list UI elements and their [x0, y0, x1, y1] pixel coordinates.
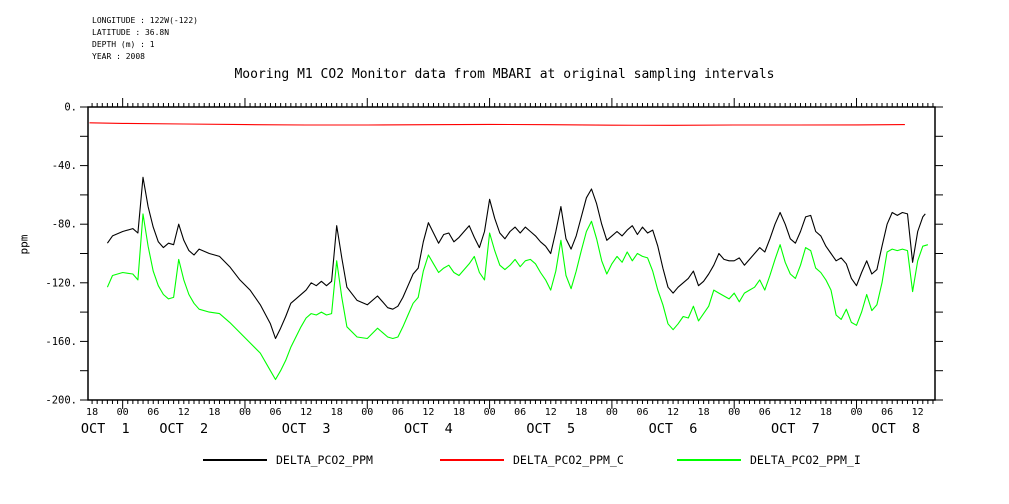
svg-text:12: 12	[667, 407, 679, 418]
svg-text:06: 06	[514, 407, 526, 418]
svg-text:OCT 1: OCT 1	[81, 421, 130, 437]
legend-item-delta-pco2-ppm-c: DELTA_PCO2_PPM_C	[440, 452, 624, 468]
plot-frame	[87, 106, 936, 401]
svg-text:06: 06	[881, 407, 893, 418]
svg-text:12: 12	[789, 407, 801, 418]
metadata-depth: DEPTH (m) : 1	[92, 40, 155, 49]
svg-text:OCT 2: OCT 2	[159, 421, 208, 437]
legend-label: DELTA_PCO2_PPM_C	[513, 453, 624, 467]
x-axis-ticks	[91, 98, 934, 409]
svg-text:12: 12	[178, 407, 190, 418]
legend-item-delta-pco2-ppm-i: DELTA_PCO2_PPM_I	[677, 452, 861, 468]
svg-text:18: 18	[820, 407, 832, 418]
legend-line-red	[440, 459, 504, 461]
svg-text:0.: 0.	[64, 102, 77, 114]
svg-text:OCT 6: OCT 6	[649, 421, 698, 437]
metadata-longitude: LONGITUDE : 122W(-122)	[92, 16, 198, 25]
svg-text:06: 06	[759, 407, 771, 418]
svg-text:06: 06	[392, 407, 404, 418]
svg-text:-120.: -120.	[45, 277, 77, 289]
legend-line-green	[677, 459, 741, 461]
svg-text:06: 06	[636, 407, 648, 418]
svg-text:OCT 3: OCT 3	[282, 421, 331, 437]
x-axis-date-labels: OCT 1 OCT 2 OCT 3 OCT 4 OCT 5 OCT 6 OCT 7 OCT 8	[81, 421, 920, 437]
x-axis-hour-labels: 18 00 06 12 18 00 06 12 18 00 06 12 18 00 06 12 18 00 06 12…	[86, 407, 924, 418]
metadata-latitude: LATITUDE : 36.8N	[92, 28, 170, 37]
legend-label: DELTA_PCO2_PPM	[276, 453, 373, 467]
metadata-year: YEAR : 2008	[92, 52, 145, 61]
legend-label: DELTA_PCO2_PPM_I	[750, 453, 861, 467]
y-axis-tick-labels: 0. -40. -80. -120. -160. -200.	[45, 102, 77, 407]
y-axis-ticks	[80, 106, 943, 401]
svg-text:18: 18	[698, 407, 710, 418]
chart-title: Mooring M1 CO2 Monitor data from MBARI a…	[234, 67, 775, 82]
legend-item-delta-pco2-ppm: DELTA_PCO2_PPM	[203, 452, 373, 468]
svg-text:-80.: -80.	[52, 219, 77, 231]
svg-text:06: 06	[270, 407, 282, 418]
metadata-block: LONGITUDE : 122W(-122) LATITUDE : 36.8N …	[92, 15, 198, 63]
svg-text:-200.: -200.	[45, 395, 77, 407]
svg-text:18: 18	[86, 407, 98, 418]
svg-text:12: 12	[422, 407, 434, 418]
svg-text:18: 18	[453, 407, 465, 418]
svg-text:00: 00	[484, 407, 496, 418]
series-line-DELTA_PCO2_PPM_C	[89, 122, 905, 126]
svg-text:06: 06	[147, 407, 159, 418]
svg-text:-160.: -160.	[45, 336, 77, 348]
svg-text:12: 12	[300, 407, 312, 418]
svg-text:OCT 7: OCT 7	[771, 421, 820, 437]
svg-text:00: 00	[606, 407, 618, 418]
svg-text:18: 18	[208, 407, 220, 418]
svg-text:00: 00	[728, 407, 740, 418]
svg-text:00: 00	[361, 407, 373, 418]
svg-text:18: 18	[331, 407, 343, 418]
svg-text:12: 12	[912, 407, 924, 418]
svg-text:00: 00	[239, 407, 251, 418]
svg-text:12: 12	[545, 407, 557, 418]
svg-text:OCT 5: OCT 5	[526, 421, 575, 437]
svg-text:-40.: -40.	[52, 160, 77, 172]
svg-text:00: 00	[850, 407, 862, 418]
legend-line-black	[203, 459, 267, 461]
svg-text:OCT 4: OCT 4	[404, 421, 453, 437]
svg-text:00: 00	[117, 407, 129, 418]
svg-text:18: 18	[575, 407, 587, 418]
svg-text:OCT 8: OCT 8	[871, 421, 920, 437]
series-line-DELTA_PCO2_PPM	[106, 176, 926, 340]
series-line-DELTA_PCO2_PPM_I	[106, 213, 929, 381]
